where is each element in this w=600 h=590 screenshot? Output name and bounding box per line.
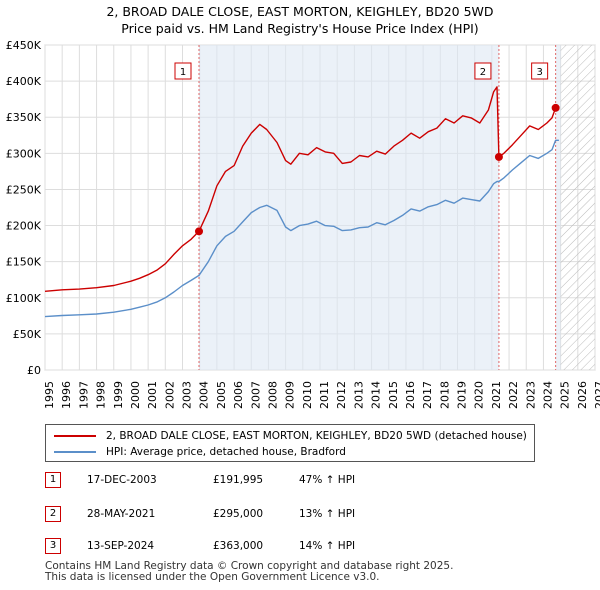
sale-number-label: 3 [536,67,542,78]
property-price-line [44,86,560,292]
transaction-price: £363,000 [213,540,264,552]
sale-number-box [174,62,192,80]
transaction-number: 1 [45,472,61,488]
x-tick-label: 2010 [301,381,314,409]
ownership-period-shade [199,45,499,370]
transaction-date: 17-DEC-2003 [87,474,157,486]
x-tick-label: 2001 [146,381,159,409]
y-tick-label: £200K [6,220,42,233]
x-tick-label: 2011 [318,381,331,409]
sale-number-box [531,62,549,80]
y-tick-label: £50K [13,328,42,341]
x-tick-label: 2021 [490,381,503,409]
x-tick-label: 2022 [507,381,520,409]
chart-title: 2, BROAD DALE CLOSE, EAST MORTON, KEIGHL… [106,4,494,19]
price-chart: 1 2 3 £0 £50K £100K £150K £200K £250K £300K £350K £… [6,39,600,409]
transaction-number: 3 [45,538,61,554]
x-tick-label: 1996 [60,381,73,409]
x-tick-label: 2008 [266,381,279,409]
x-tick-label: 2005 [215,381,228,409]
transaction-hpi: 13% ↑ HPI [299,508,356,520]
x-tick-label: 2007 [249,381,262,409]
x-tick-label: 1999 [112,381,125,409]
transaction-date: 28-MAY-2021 [87,508,156,520]
sale-point [551,103,560,112]
transaction-number: 2 [45,506,61,522]
x-tick-label: 2003 [181,381,194,409]
y-tick-label: £100K [6,292,42,305]
y-tick-label: £150K [6,256,42,269]
x-tick-label: 1997 [77,381,90,409]
x-tick-label: 2004 [198,381,211,409]
table-row: 1 17-DEC-2003 £191,995 47% ↑ HPI [45,470,565,490]
x-tick-label: 1998 [95,381,108,409]
legend-item-hpi: HPI: Average price, detached house, Brad… [54,444,346,460]
x-tick-label: 2017 [421,381,434,409]
transaction-price: £295,000 [213,508,264,520]
y-tick-label: £300K [6,147,42,160]
hpi-line-swatch [54,451,96,453]
legend: 2, BROAD DALE CLOSE, EAST MORTON, KEIGHL… [45,424,535,462]
x-tick-label: 2002 [163,381,176,409]
legend-hpi-label: HPI: Average price, detached house, Brad… [106,446,346,458]
y-tick-label: £250K [6,183,42,196]
footer: Contains HM Land Registry data © Crown c… [45,561,453,583]
x-tick-label: 2019 [456,381,469,409]
sale-point [195,227,203,236]
x-tick-label: 1995 [43,381,56,409]
x-tick-label: 2024 [541,381,554,409]
y-tick-label: £400K [6,75,42,88]
hpi-line [44,139,559,318]
x-tick-label: 2012 [335,381,348,409]
x-tick-label: 2000 [129,381,142,409]
x-tick-label: 2026 [576,381,589,409]
x-tick-label: 2014 [370,381,383,409]
transaction-hpi: 14% ↑ HPI [299,540,356,552]
legend-property-label: 2, BROAD DALE CLOSE, EAST MORTON, KEIGHL… [106,430,527,442]
x-tick-label: 2009 [284,381,297,409]
footer-copyright: Contains HM Land Registry data © Crown c… [45,560,454,572]
transaction-date: 13-SEP-2024 [87,540,155,552]
y-tick-label: £450K [6,39,42,52]
property-line-swatch [54,435,96,437]
sale-number-label: 2 [480,67,486,78]
table-row: 3 13-SEP-2024 £363,000 14% ↑ HPI [45,536,565,556]
sale-number-box [474,62,492,80]
footer-licence: This data is licensed under the Open Gov… [45,571,380,583]
y-tick-label: £0 [27,364,41,377]
x-tick-label: 2006 [232,381,245,409]
transaction-price: £191,995 [213,474,264,486]
chart-subtitle: Price paid vs. HM Land Registry's House … [121,21,479,36]
transaction-hpi: 47% ↑ HPI [299,474,356,486]
ownership-period-shade [555,45,561,370]
x-tick-label: 2023 [524,381,537,409]
x-tick-label: 2018 [438,381,451,409]
legend-item-property: 2, BROAD DALE CLOSE, EAST MORTON, KEIGHL… [54,428,527,444]
x-tick-label: 2016 [404,381,417,409]
sale-number-label: 1 [180,67,186,78]
x-tick-label: 2025 [559,381,572,409]
x-tick-label: 2013 [352,381,365,409]
sale-point [494,152,503,161]
forecast-hatch [560,45,595,370]
x-tick-label: 2020 [473,381,486,409]
x-tick-label: 2027 [593,381,600,409]
x-tick-label: 2015 [387,381,400,409]
table-row: 2 28-MAY-2021 £295,000 13% ↑ HPI [45,504,565,524]
y-tick-label: £350K [6,111,42,124]
